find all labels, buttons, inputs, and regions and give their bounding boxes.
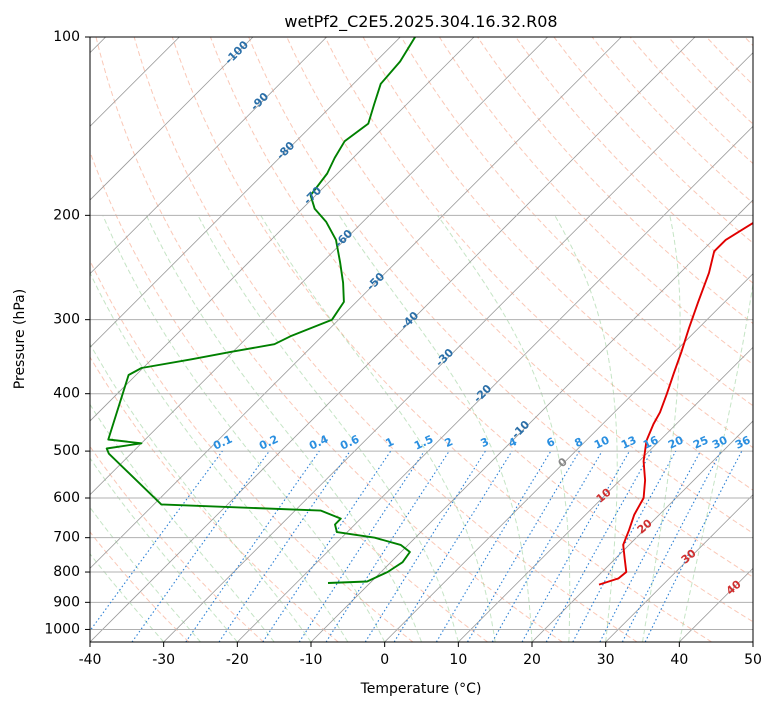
moist-adiabat <box>90 506 201 642</box>
dry-adiabat <box>90 356 339 642</box>
axes: -40 -30 -20 -10 0 10 20 30 40 50 100 200 300 400 500 60… <box>44 29 762 668</box>
moist-adiabat <box>90 553 165 642</box>
mixing-ratio-line <box>90 450 223 632</box>
moist-adiabat <box>678 280 753 642</box>
mixing-ratio-label: 25 <box>691 433 710 451</box>
x-tick-label: 0 <box>380 652 389 668</box>
isotherm-line <box>90 37 401 348</box>
isotherm-line <box>458 346 753 642</box>
dry-adiabat <box>90 259 414 642</box>
moist-adiabat <box>554 215 618 642</box>
mixing-ratio-label: 16 <box>641 433 661 451</box>
isotherm-line <box>90 37 548 496</box>
x-tick-label: -30 <box>152 652 175 668</box>
mixing-ratio-line <box>467 450 580 642</box>
profile-lines <box>105 37 753 586</box>
dry-adiabat <box>90 531 190 642</box>
moist-adiabat <box>90 403 275 642</box>
isotherm-line <box>90 37 254 201</box>
y-tick-label: 100 <box>53 29 80 45</box>
x-tick-label: -40 <box>79 652 102 668</box>
mixing-ratio-line <box>218 450 351 642</box>
isotherm-line <box>90 37 327 275</box>
isotherm-line <box>90 37 475 422</box>
background-lines <box>90 37 753 642</box>
dry-adiabat <box>553 37 753 244</box>
mixing-ratio-line <box>393 450 513 642</box>
dry-adiabat <box>90 150 488 642</box>
mixing-ratio-line <box>572 450 677 642</box>
dewpoint-profile <box>105 37 416 584</box>
mixing-ratio-line <box>435 450 552 642</box>
mixing-ratio-line <box>545 450 653 642</box>
moist-adiabat <box>338 215 533 642</box>
moist-adiabat <box>260 215 496 642</box>
x-tick-label: 40 <box>670 652 688 668</box>
mixing-ratio-line <box>521 450 630 642</box>
x-tick-label: 50 <box>744 652 762 668</box>
isotherm-line <box>237 125 753 642</box>
y-tick-label: 700 <box>53 530 80 546</box>
mixing-ratio-line <box>185 450 320 642</box>
moist-adiabat <box>145 215 422 642</box>
isotherm-line <box>531 420 753 642</box>
mixing-ratio-label: 13 <box>619 433 638 451</box>
isotherm-line <box>90 37 696 642</box>
isotherm-line <box>90 37 622 569</box>
x-axis-title: Temperature (°C) <box>360 681 482 697</box>
isotherm-line <box>384 273 753 642</box>
mixing-ratio-label: 10 <box>592 433 612 451</box>
moist-adiabat <box>90 457 238 642</box>
mixing-ratio-line <box>325 450 450 642</box>
isotherm-line <box>310 199 753 642</box>
mixing-ratio-line <box>364 450 486 642</box>
y-axis-title: Pressure (hPa) <box>12 289 28 389</box>
dry-adiabat <box>171 37 712 642</box>
dry-adiabat <box>286 37 753 534</box>
x-tick-label: -10 <box>300 652 323 668</box>
chart-title: wetPf2_C2E5.2025.304.16.32.R08 <box>284 12 557 32</box>
isotherm-line <box>605 494 753 642</box>
mixing-ratio-label: 36 <box>733 433 753 451</box>
x-tick-label: -20 <box>226 652 249 668</box>
dry-adiabat <box>324 37 753 491</box>
dry-adiabat <box>133 37 638 642</box>
moist-adiabat <box>642 215 681 642</box>
dry-adiabat <box>591 37 753 204</box>
temperature-profile <box>598 221 753 586</box>
isotherm-line <box>163 52 753 642</box>
y-tick-label: 400 <box>53 386 80 402</box>
y-tick-label: 800 <box>53 564 80 580</box>
mixing-ratio-label: 20 <box>666 433 686 451</box>
dry-adiabat <box>95 37 563 642</box>
mixing-ratio-line <box>491 450 603 642</box>
dry-adiabat <box>438 37 753 365</box>
mixing-ratio-label: 30 <box>710 433 730 451</box>
dry-adiabat <box>248 37 753 578</box>
dry-adiabat <box>210 37 753 623</box>
x-tick-label: 30 <box>597 652 615 668</box>
y-tick-label: 900 <box>53 594 80 610</box>
moist-adiabat <box>102 215 386 642</box>
dry-adiabat <box>400 37 753 407</box>
y-tick-label: 600 <box>53 490 80 506</box>
mixing-ratio-line <box>131 450 270 642</box>
moist-adiabat <box>90 343 312 642</box>
y-tick-label: 200 <box>53 207 80 223</box>
x-tick-label: 10 <box>449 652 467 668</box>
x-tick-label: 20 <box>523 652 541 668</box>
dry-adiabat <box>477 37 753 325</box>
moist-adiabat <box>197 215 459 642</box>
plot-frame <box>89 36 754 643</box>
y-tick-label: 1000 <box>44 621 80 637</box>
y-tick-label: 500 <box>53 443 80 459</box>
y-tick-label: 300 <box>53 312 80 328</box>
